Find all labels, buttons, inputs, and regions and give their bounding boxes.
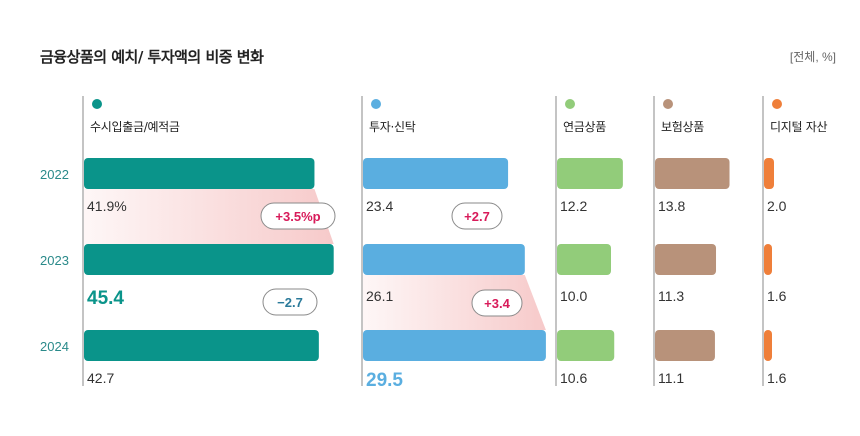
change-pill xyxy=(451,202,503,230)
value-label-deposit-2022: 41.9% xyxy=(87,198,127,214)
value-label-insurance-2022: 13.8 xyxy=(658,198,685,214)
bar-trust-2023 xyxy=(363,244,525,275)
value-label-pension-2022: 12.2 xyxy=(560,198,587,214)
bar-digital-2024 xyxy=(764,330,772,361)
change-pill xyxy=(262,288,318,316)
series-name-trust: 투자·신탁 xyxy=(369,120,416,134)
series-name-digital: 디지털 자산 xyxy=(770,120,827,134)
bar-trust-2024 xyxy=(363,330,546,361)
change-pill xyxy=(260,202,336,230)
year-label-2022: 2022 xyxy=(40,167,69,182)
chart-title: 금융상품의 예치/ 투자액의 비중 변화 xyxy=(40,48,264,66)
value-label-trust-2022: 23.4 xyxy=(366,198,393,214)
bar-trust-2022 xyxy=(363,158,509,189)
year-label-2024: 2024 xyxy=(40,339,69,354)
change-label: +3.5%p xyxy=(275,209,320,224)
bar-pension-2022 xyxy=(557,158,623,189)
bar-insurance-2024 xyxy=(655,330,715,361)
bar-digital-2022 xyxy=(764,158,774,189)
value-label-insurance-2024: 11.1 xyxy=(658,370,684,386)
bar-pension-2023 xyxy=(557,244,611,275)
change-pill xyxy=(471,289,523,317)
bar-digital-2023 xyxy=(764,244,772,275)
value-label-trust-2023: 26.1 xyxy=(366,288,393,304)
year-label-2023: 2023 xyxy=(40,253,69,268)
bar-deposit-2023 xyxy=(84,244,334,275)
unit-label: [전체, %] xyxy=(789,50,836,64)
change-label: +3.4 xyxy=(484,296,510,311)
value-label-digital-2023: 1.6 xyxy=(767,288,787,304)
series-name-pension: 연금상품 xyxy=(563,120,606,134)
value-label-pension-2023: 10.0 xyxy=(560,288,587,304)
value-label-deposit-2024: 42.7 xyxy=(87,370,114,386)
bar-deposit-2024 xyxy=(84,330,319,361)
legend-dot-pension xyxy=(565,99,575,109)
series-name-insurance: 보험상품 xyxy=(661,120,704,134)
legend-dot-digital xyxy=(772,99,782,109)
change-label: +2.7 xyxy=(464,209,490,224)
bar-insurance-2023 xyxy=(655,244,717,275)
value-label-insurance-2023: 11.3 xyxy=(658,288,684,304)
value-label-pension-2024: 10.6 xyxy=(560,370,587,386)
value-label-digital-2022: 2.0 xyxy=(767,198,787,214)
legend-dot-deposit xyxy=(92,99,102,109)
bar-deposit-2022 xyxy=(84,158,315,189)
bar-pension-2024 xyxy=(557,330,615,361)
change-label: −2.7 xyxy=(277,295,303,310)
bar-insurance-2022 xyxy=(655,158,730,189)
value-label-trust-2024: 29.5 xyxy=(366,370,403,391)
legend-dot-trust xyxy=(371,99,381,109)
value-label-deposit-2023: 45.4 xyxy=(87,288,124,309)
value-label-digital-2024: 1.6 xyxy=(767,370,787,386)
legend-dot-insurance xyxy=(663,99,673,109)
change-band xyxy=(84,189,334,244)
series-name-deposit: 수시입출금/예적금 xyxy=(90,120,180,134)
